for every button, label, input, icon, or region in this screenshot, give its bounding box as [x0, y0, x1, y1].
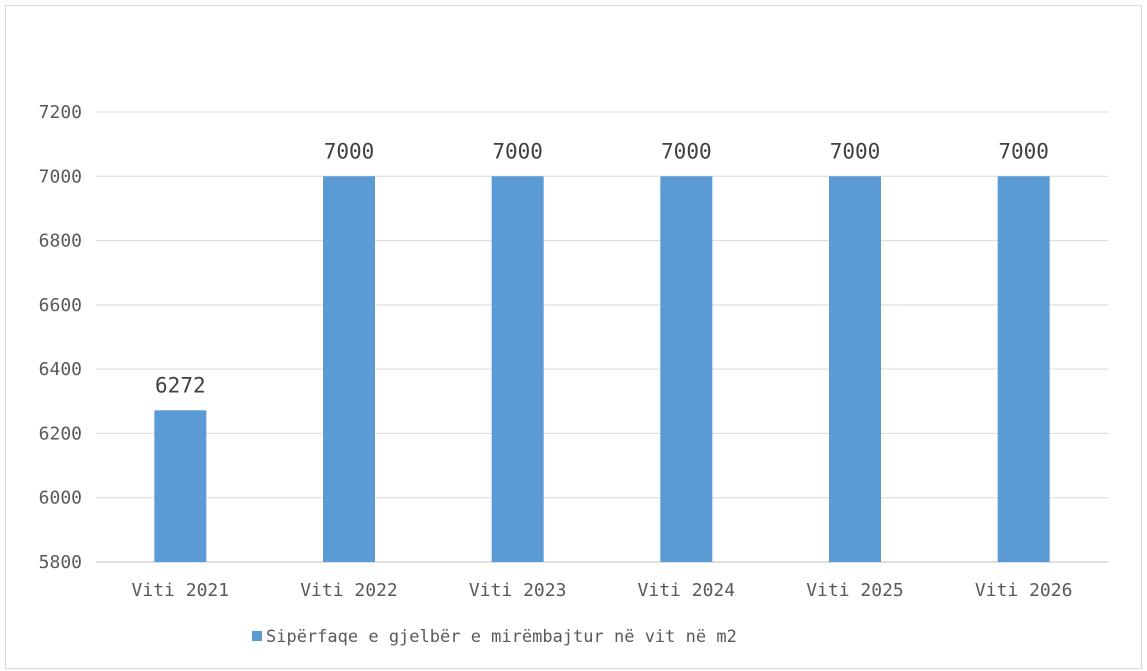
bar: [491, 176, 544, 563]
x-axis-ticks: Viti 2021 Viti 2022 Viti 2023 Viti 2024 Viti…: [132, 580, 1073, 601]
x-tick-label: Viti 2024: [638, 580, 736, 601]
x-tick-label: Viti 2023: [469, 580, 567, 601]
y-tick-label: 6400: [39, 359, 82, 380]
bar: [829, 176, 881, 563]
data-label: 7000: [324, 139, 375, 163]
x-tick-label: Viti 2025: [806, 580, 904, 601]
y-tick-label: 6200: [39, 423, 82, 444]
y-tick-label: 5800: [39, 552, 82, 573]
y-tick-label: 6800: [39, 231, 82, 252]
gridlines: [96, 111, 1108, 563]
data-labels: 6272 7000 7000 7000 7000 7000: [155, 139, 1049, 397]
data-label: 7000: [492, 139, 543, 163]
data-label: 7000: [661, 139, 712, 163]
bars: [154, 176, 1050, 563]
bar: [154, 410, 207, 562]
x-tick-label: Viti 2022: [300, 580, 398, 601]
legend-swatch: [252, 631, 262, 641]
bar: [323, 176, 375, 563]
y-tick-label: 6000: [39, 488, 82, 509]
y-tick-label: 6600: [39, 295, 82, 316]
bar: [997, 176, 1050, 563]
legend: Sipërfaqe e gjelbër e mirëmbajtur në vit…: [252, 627, 737, 647]
y-axis-ticks: 5800 6000 6200 6400 6600 6800 7000 7200: [39, 102, 82, 573]
x-tick-label: Viti 2026: [975, 580, 1073, 601]
data-label: 7000: [998, 139, 1049, 163]
y-tick-label: 7200: [39, 102, 82, 123]
data-label: 6272: [155, 373, 206, 397]
y-tick-label: 7000: [39, 166, 82, 187]
bar: [660, 176, 713, 563]
data-label: 7000: [830, 139, 881, 163]
x-tick-label: Viti 2021: [132, 580, 230, 601]
legend-label: Sipërfaqe e gjelbër e mirëmbajtur në vit…: [266, 627, 737, 647]
